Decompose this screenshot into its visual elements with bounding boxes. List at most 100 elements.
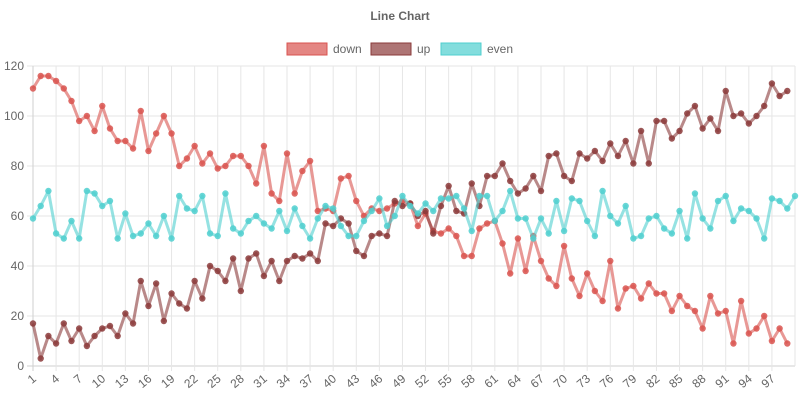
- data-point-up[interactable]: [753, 112, 760, 120]
- data-point-even[interactable]: [283, 227, 291, 235]
- data-point-even[interactable]: [268, 225, 275, 232]
- data-point-down[interactable]: [106, 125, 114, 132]
- data-point-up[interactable]: [345, 220, 352, 227]
- data-point-up[interactable]: [630, 160, 637, 167]
- data-point-down[interactable]: [206, 150, 214, 157]
- data-point-even[interactable]: [460, 205, 468, 212]
- data-point-up[interactable]: [37, 355, 44, 362]
- data-point-even[interactable]: [129, 232, 137, 240]
- data-point-up[interactable]: [291, 252, 298, 260]
- data-point-down[interactable]: [122, 137, 129, 145]
- data-point-up[interactable]: [329, 222, 337, 230]
- data-point-down[interactable]: [91, 127, 98, 135]
- data-point-even[interactable]: [522, 215, 529, 222]
- data-point-up[interactable]: [583, 155, 591, 162]
- data-point-even[interactable]: [206, 230, 214, 237]
- data-point-even[interactable]: [560, 227, 568, 235]
- data-point-down[interactable]: [299, 167, 306, 175]
- data-point-even[interactable]: [422, 200, 429, 207]
- data-point-down[interactable]: [691, 307, 699, 315]
- data-point-down[interactable]: [414, 222, 422, 230]
- data-point-down[interactable]: [183, 155, 191, 162]
- data-point-up[interactable]: [353, 247, 360, 255]
- data-point-even[interactable]: [391, 212, 398, 220]
- data-point-up[interactable]: [399, 202, 406, 210]
- data-point-even[interactable]: [784, 205, 791, 212]
- data-point-up[interactable]: [691, 102, 699, 110]
- data-point-up[interactable]: [614, 152, 622, 160]
- data-point-even[interactable]: [145, 220, 152, 227]
- data-point-even[interactable]: [730, 217, 737, 225]
- data-point-up[interactable]: [322, 220, 329, 227]
- data-point-up[interactable]: [68, 337, 75, 345]
- data-point-down[interactable]: [276, 197, 283, 205]
- data-point-up[interactable]: [699, 125, 706, 132]
- data-point-up[interactable]: [776, 92, 783, 100]
- data-point-even[interactable]: [483, 192, 491, 200]
- data-point-up[interactable]: [168, 290, 175, 297]
- data-point-even[interactable]: [222, 190, 229, 197]
- data-point-up[interactable]: [668, 135, 676, 142]
- data-point-even[interactable]: [329, 205, 337, 212]
- data-point-down[interactable]: [745, 330, 753, 337]
- data-point-up[interactable]: [491, 172, 499, 180]
- data-point-up[interactable]: [537, 187, 545, 195]
- data-point-up[interactable]: [206, 262, 214, 270]
- data-point-even[interactable]: [737, 205, 745, 212]
- data-point-down[interactable]: [52, 77, 60, 85]
- data-point-even[interactable]: [499, 207, 506, 215]
- legend-label-up[interactable]: up: [417, 42, 431, 56]
- data-point-up[interactable]: [368, 232, 375, 240]
- data-point-down[interactable]: [730, 340, 737, 347]
- data-point-down[interactable]: [699, 325, 706, 332]
- data-point-down[interactable]: [583, 270, 591, 277]
- data-point-up[interactable]: [722, 87, 729, 95]
- data-point-up[interactable]: [360, 252, 368, 260]
- data-point-down[interactable]: [761, 312, 768, 320]
- data-point-down[interactable]: [576, 292, 583, 300]
- data-point-down[interactable]: [622, 285, 629, 292]
- data-point-even[interactable]: [668, 230, 676, 237]
- data-point-up[interactable]: [514, 190, 522, 197]
- data-point-even[interactable]: [622, 202, 629, 210]
- data-point-down[interactable]: [337, 175, 345, 182]
- data-point-down[interactable]: [129, 145, 137, 152]
- data-point-up[interactable]: [214, 267, 221, 275]
- data-point-down[interactable]: [483, 220, 491, 227]
- data-point-up[interactable]: [453, 207, 460, 215]
- data-point-down[interactable]: [753, 325, 760, 332]
- data-point-up[interactable]: [229, 255, 237, 262]
- data-point-up[interactable]: [383, 232, 391, 240]
- data-point-up[interactable]: [422, 207, 429, 215]
- data-point-up[interactable]: [622, 137, 629, 145]
- data-point-up[interactable]: [222, 277, 229, 285]
- data-point-up[interactable]: [576, 150, 583, 157]
- legend-swatch-even[interactable]: [440, 42, 482, 56]
- data-point-up[interactable]: [314, 257, 321, 265]
- data-point-even[interactable]: [106, 197, 114, 205]
- data-point-down[interactable]: [645, 280, 652, 287]
- data-point-up[interactable]: [445, 182, 452, 190]
- data-point-even[interactable]: [237, 230, 245, 237]
- data-point-even[interactable]: [491, 217, 499, 225]
- data-point-down[interactable]: [60, 85, 67, 92]
- data-point-up[interactable]: [676, 127, 683, 135]
- data-point-down[interactable]: [476, 225, 483, 232]
- data-point-even[interactable]: [299, 222, 306, 230]
- data-point-down[interactable]: [445, 225, 452, 232]
- data-point-up[interactable]: [183, 305, 191, 312]
- data-point-up[interactable]: [160, 317, 168, 325]
- data-point-down[interactable]: [714, 310, 722, 317]
- data-point-even[interactable]: [245, 217, 252, 225]
- data-point-even[interactable]: [553, 197, 560, 205]
- data-point-even[interactable]: [791, 192, 799, 200]
- data-point-up[interactable]: [545, 152, 552, 160]
- data-point-even[interactable]: [276, 207, 283, 215]
- data-point-even[interactable]: [753, 215, 760, 222]
- data-point-up[interactable]: [191, 277, 198, 285]
- data-point-down[interactable]: [214, 165, 221, 172]
- data-point-even[interactable]: [160, 212, 168, 220]
- data-point-up[interactable]: [591, 147, 599, 155]
- data-point-even[interactable]: [637, 232, 645, 240]
- data-point-even[interactable]: [507, 187, 514, 195]
